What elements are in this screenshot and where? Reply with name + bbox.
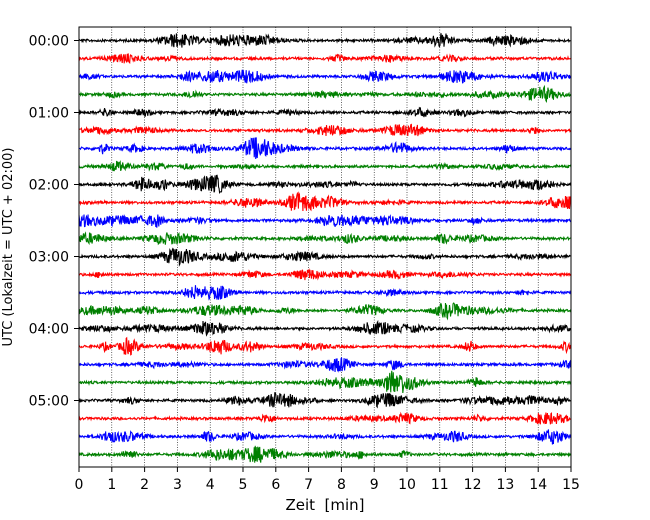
seismogram-trace: [78, 174, 572, 195]
x-tick-label: 1: [107, 477, 116, 493]
x-tick-label: 14: [529, 477, 547, 493]
x-tick-label: 8: [337, 477, 346, 493]
seismogram-trace: [78, 319, 572, 337]
seismogram-trace: [78, 69, 572, 84]
seismogram-trace: [78, 191, 572, 212]
x-axis-ticks: 0 1 2 3 4 5 6 7 8 9 10 11 12 13 14 15: [75, 467, 580, 493]
y-axis-label: UTC (Lokalzeit = UTC + 02:00): [1, 148, 16, 347]
y-tick-label: 05:00: [29, 394, 69, 410]
y-axis-ticks: 00:00 01:00 02:00 03:00 04:00 05:00: [29, 34, 79, 410]
seismogram-trace: [78, 268, 572, 281]
y-tick-label: 00:00: [29, 34, 69, 50]
seismogram-traces: [78, 33, 572, 463]
x-tick-label: 2: [140, 477, 149, 493]
seismogram-trace: [78, 106, 572, 118]
seismogram-trace: [78, 214, 572, 228]
seismogram-trace: [78, 391, 572, 409]
x-tick-label: 10: [398, 477, 416, 493]
seismogram-trace: [78, 302, 572, 321]
y-tick-label: 01:00: [29, 106, 69, 122]
x-tick-label: 6: [271, 477, 280, 493]
seismogram-trace: [78, 33, 572, 48]
seismogram-trace: [78, 336, 572, 356]
x-tick-label: 4: [206, 477, 215, 493]
y-tick-label: 04:00: [29, 322, 69, 338]
y-tick-label: 03:00: [29, 250, 69, 266]
x-tick-label: 11: [431, 477, 449, 493]
x-tick-label: 7: [304, 477, 313, 493]
plot-frame: [78, 26, 572, 468]
x-tick-label: 0: [75, 477, 84, 493]
x-tick-label: 5: [239, 477, 248, 493]
x-tick-label: 3: [173, 477, 182, 493]
y-tick-label: 02:00: [29, 178, 69, 194]
x-tick-label: 9: [370, 477, 379, 493]
x-axis-label: Zeit [min]: [285, 496, 364, 514]
x-grid-lines: [111, 27, 539, 467]
seismogram-trace: [78, 370, 572, 394]
seismogram-trace: [78, 411, 572, 425]
x-tick-label: 15: [562, 477, 580, 493]
seismogram-trace: [78, 123, 572, 137]
seismogram-trace: [78, 357, 572, 373]
seismogram-trace: [78, 445, 572, 463]
seismogram-trace: [78, 429, 572, 445]
seismogram-trace: [78, 53, 572, 64]
seismogram-trace: [78, 137, 572, 159]
seismogram-trace: [78, 160, 572, 172]
x-tick-label: 13: [496, 477, 514, 493]
seismogram-trace: [78, 247, 572, 267]
seismogram-trace: [78, 231, 572, 246]
seismogram-trace: [78, 84, 572, 103]
seismogram-trace: [78, 285, 572, 301]
x-tick-label: 12: [464, 477, 482, 493]
